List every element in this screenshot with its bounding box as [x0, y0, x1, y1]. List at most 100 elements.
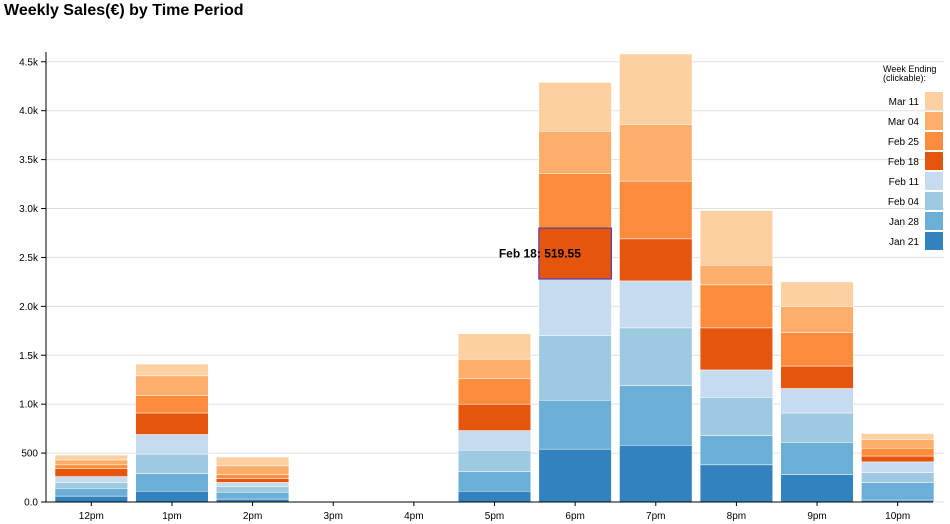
bar-segment[interactable] [699, 369, 773, 398]
bar-segment[interactable] [619, 180, 693, 240]
bar-segment[interactable] [54, 488, 128, 497]
bar-segment[interactable] [780, 442, 854, 475]
bar-segment[interactable] [861, 455, 935, 463]
bar-segment[interactable] [54, 464, 128, 469]
bar-segment[interactable] [861, 447, 935, 457]
bar-segment[interactable] [619, 280, 693, 329]
y-tick-label: 2.5k [19, 253, 39, 264]
bar-segment[interactable] [216, 491, 290, 500]
bar-segment[interactable] [457, 333, 532, 360]
bar-segment[interactable] [619, 327, 693, 386]
bar-segment[interactable] [861, 461, 935, 473]
legend-label[interactable]: Feb 18 [888, 157, 920, 168]
bar-segment[interactable] [54, 468, 128, 477]
chart-title: Weekly Sales(€) by Time Period [4, 2, 244, 19]
bar-segment[interactable] [457, 358, 532, 379]
y-tick-label: 3.5k [19, 155, 39, 166]
bar-segment[interactable] [699, 397, 773, 436]
bar-segment[interactable] [457, 378, 532, 405]
bar-segment[interactable] [457, 430, 532, 451]
x-tick-label: 8pm [727, 511, 746, 522]
bar-segment[interactable] [619, 238, 693, 282]
bar-segment[interactable] [457, 403, 532, 431]
bar-segment[interactable] [538, 400, 612, 450]
legend-label[interactable]: Mar 04 [888, 117, 920, 128]
bar-segment[interactable] [54, 476, 128, 483]
bar-segment[interactable] [699, 284, 773, 329]
bar-segment[interactable] [780, 332, 854, 367]
legend-swatch[interactable] [925, 172, 943, 190]
bar-segment[interactable] [216, 465, 290, 475]
bar-segment[interactable] [780, 474, 854, 503]
bar-segment[interactable] [538, 278, 612, 336]
x-tick-label: 9pm [807, 511, 826, 522]
bar-segment[interactable] [619, 385, 693, 446]
bar-segment[interactable] [54, 482, 128, 489]
bar-segment[interactable] [216, 478, 290, 483]
bar-segment[interactable] [54, 495, 128, 503]
bar-segment[interactable] [699, 327, 773, 371]
bar-segment[interactable] [457, 471, 532, 492]
x-tick-label: 10pm [885, 511, 910, 522]
legend-swatch[interactable] [925, 112, 943, 130]
bar-segment[interactable] [216, 456, 290, 467]
legend-label[interactable]: Jan 21 [889, 237, 919, 248]
bar-segment[interactable] [699, 265, 773, 286]
bar-segment[interactable] [538, 335, 612, 401]
bar-segment[interactable] [780, 388, 854, 414]
y-tick-label: 2.0k [19, 302, 39, 313]
bar-segment[interactable] [135, 473, 209, 492]
bar-segment[interactable] [619, 124, 693, 182]
legend-swatch[interactable] [925, 92, 943, 110]
bar-segment[interactable] [861, 472, 935, 483]
bar-segment[interactable] [861, 482, 935, 501]
bar-segment[interactable] [699, 210, 773, 266]
bar-segment[interactable] [861, 439, 935, 449]
legend-label[interactable]: Feb 25 [888, 137, 920, 148]
legend-swatch[interactable] [925, 192, 943, 210]
bar-segment[interactable] [135, 453, 209, 474]
bars [54, 53, 935, 503]
bar-segment[interactable] [216, 486, 290, 493]
tooltip-label: Feb 18: 519.55 [499, 247, 581, 261]
bar-segment[interactable] [538, 448, 612, 503]
bar-segment[interactable] [54, 459, 128, 466]
bar-segment[interactable] [135, 363, 209, 377]
bar-segment[interactable] [538, 82, 612, 132]
bar-segment[interactable] [780, 306, 854, 334]
legend-title-line1: Week Ending [883, 64, 936, 74]
bar-segment[interactable] [135, 434, 209, 455]
legend: Week Ending (clickable): Mar 11 Mar 04 Feb… [883, 64, 943, 250]
x-tick-label: 4pm [404, 511, 423, 522]
legend-swatch[interactable] [925, 232, 943, 250]
x-tick-label: 1pm [162, 511, 181, 522]
bar-segment[interactable] [216, 474, 290, 479]
bar-segment[interactable] [780, 281, 854, 307]
bar-segment[interactable] [135, 395, 209, 414]
bar-segment[interactable] [699, 435, 773, 466]
bar-segment[interactable] [538, 173, 612, 229]
legend-label[interactable]: Feb 04 [888, 197, 920, 208]
legend-swatch[interactable] [925, 212, 943, 230]
bar-segment[interactable] [457, 490, 532, 503]
bar-segment[interactable] [135, 490, 209, 503]
legend-label[interactable]: Mar 11 [889, 97, 920, 108]
bar-segment[interactable] [54, 454, 128, 461]
bar-segment[interactable] [135, 375, 209, 396]
legend-swatch[interactable] [925, 132, 943, 150]
bar-segment[interactable] [780, 365, 854, 389]
legend-swatch[interactable] [925, 152, 943, 170]
bar-segment[interactable] [457, 449, 532, 472]
legend-label[interactable]: Feb 11 [889, 177, 920, 188]
bar-segment[interactable] [538, 131, 612, 174]
bar-segment[interactable] [861, 433, 935, 440]
bar-segment[interactable] [135, 412, 209, 435]
bar-segment[interactable] [619, 53, 693, 125]
x-tick-label: 7pm [646, 511, 665, 522]
bar-segment[interactable] [780, 412, 854, 443]
bar-segment[interactable] [699, 464, 773, 503]
bar-segment[interactable] [619, 445, 693, 503]
legend-label[interactable]: Jan 28 [889, 217, 919, 228]
bar-segment[interactable] [216, 482, 290, 487]
